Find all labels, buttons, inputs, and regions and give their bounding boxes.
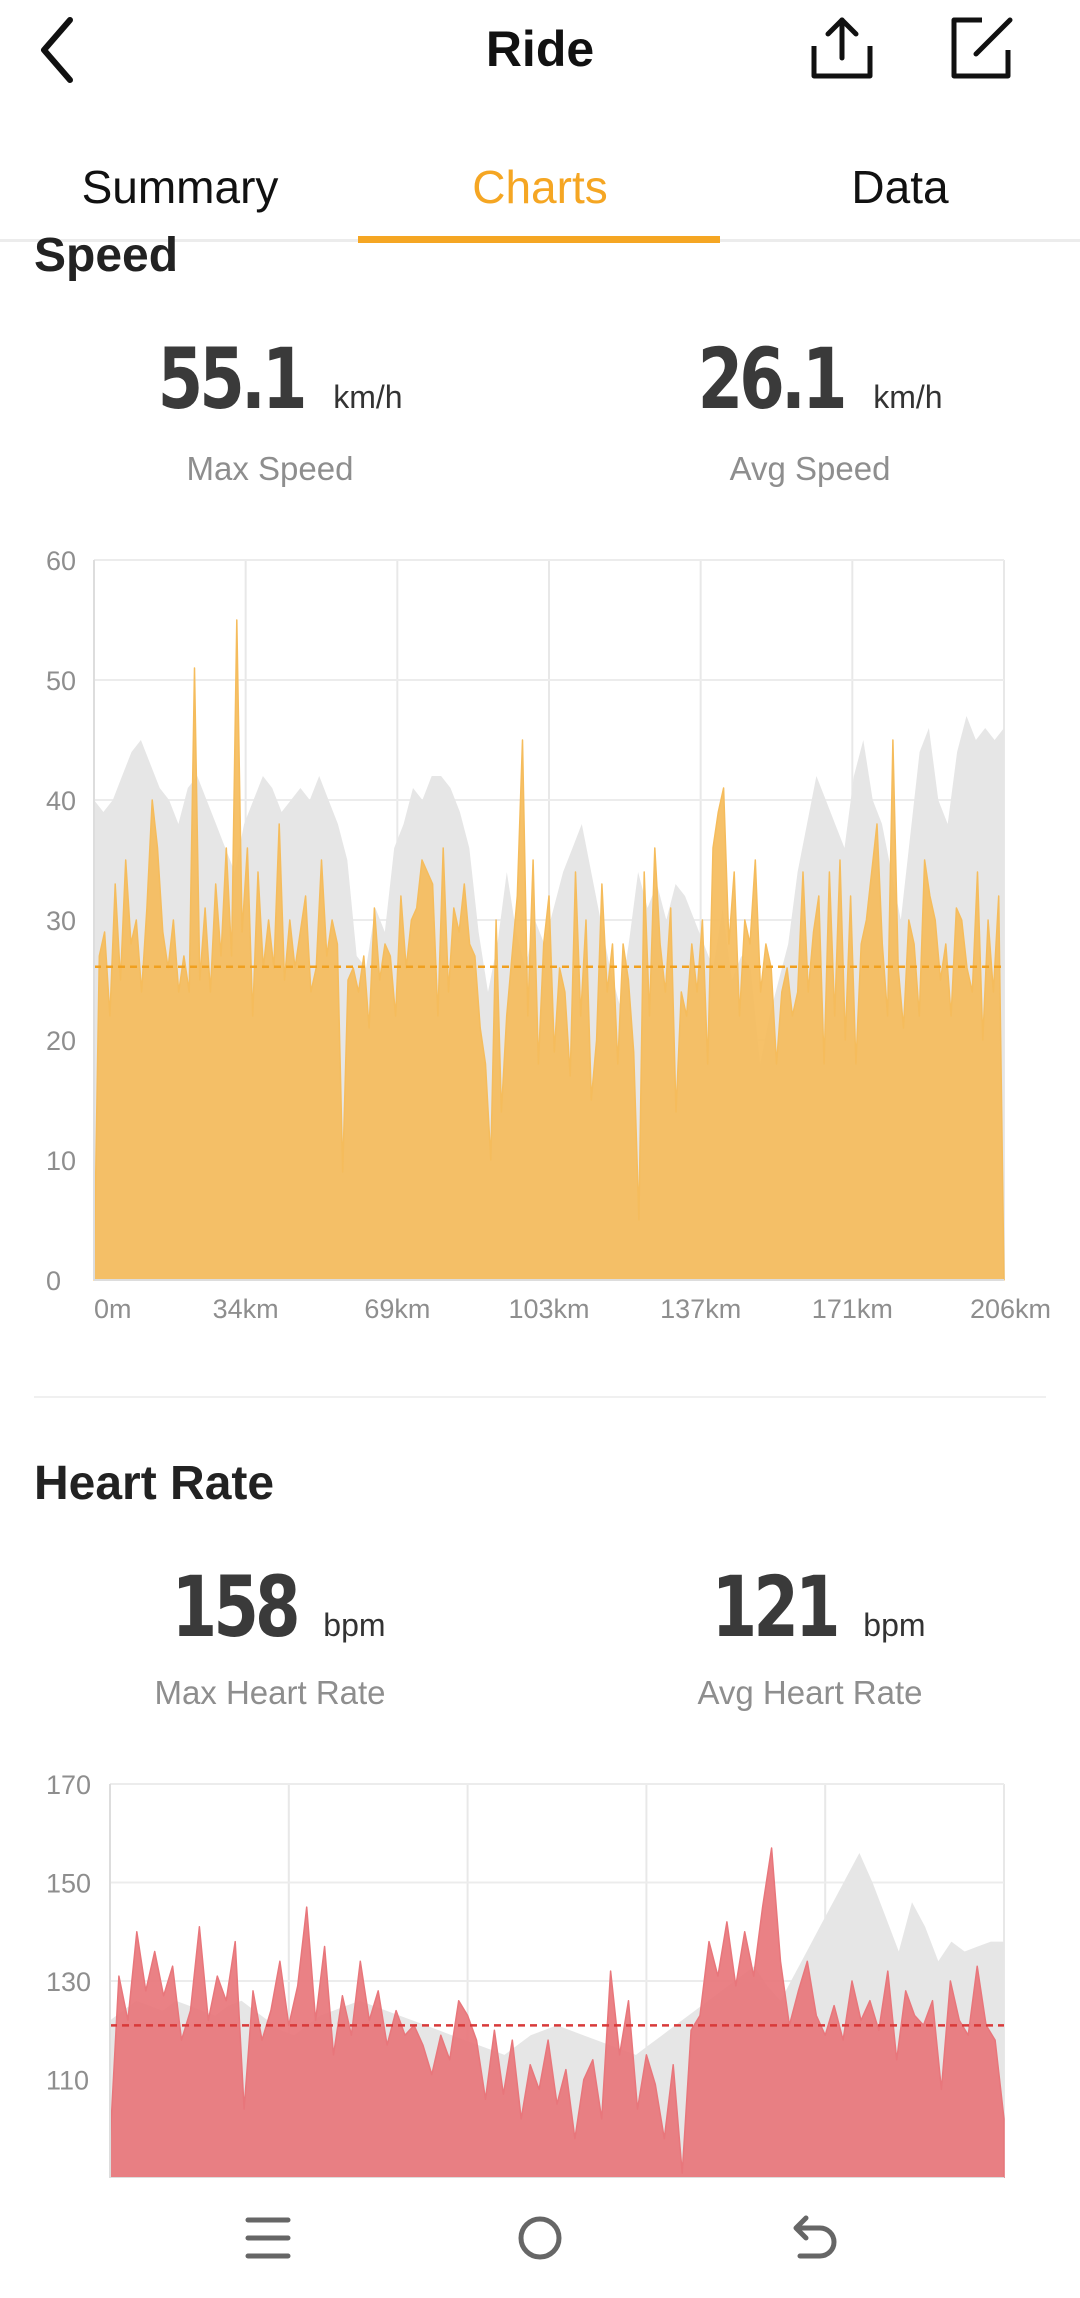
top-bar: Ride xyxy=(0,0,1080,100)
tab-data[interactable]: Data xyxy=(851,161,949,213)
max-speed-label: Max Speed xyxy=(186,450,354,487)
avg-heart-rate-value: 121 xyxy=(712,1558,841,1656)
tab-summary[interactable]: Summary xyxy=(81,161,279,213)
speed-y-tick-label: 0 xyxy=(46,1266,61,1296)
return-icon xyxy=(793,2215,837,2259)
max-heart-rate-label: Max Heart Rate xyxy=(154,1674,386,1711)
speed-section-title: Speed xyxy=(34,229,179,282)
home-circle-icon xyxy=(518,2216,562,2260)
tab-charts[interactable]: Charts xyxy=(472,161,608,213)
max-speed-unit: km/h xyxy=(333,379,403,415)
heart-rate-y-tick-label: 130 xyxy=(46,1967,91,1997)
max-speed-stat: 55.1 km/h xyxy=(0,330,540,428)
avg-heart-rate-unit: bpm xyxy=(863,1607,926,1643)
return-button[interactable] xyxy=(780,2206,844,2270)
tab-bar: Summary Charts Data xyxy=(0,140,1080,243)
max-heart-rate-unit: bpm xyxy=(323,1607,386,1643)
speed-x-tick-label: 103km xyxy=(508,1294,589,1324)
speed-y-tick-label: 20 xyxy=(46,1026,76,1056)
speed-x-tick-label: 0m xyxy=(94,1294,132,1324)
page-title: Ride xyxy=(485,21,595,77)
heart-rate-y-tick-label: 110 xyxy=(46,2066,89,2096)
menu-icon xyxy=(245,2217,291,2259)
speed-x-tick-label: 69km xyxy=(364,1294,430,1324)
speed-y-tick-label: 10 xyxy=(46,1146,76,1176)
avg-speed-value: 26.1 xyxy=(698,330,848,428)
speed-x-tick-label: 206km xyxy=(970,1294,1051,1324)
share-button[interactable] xyxy=(806,12,878,84)
max-heart-rate-stat: 158 bpm xyxy=(0,1558,540,1656)
avg-heart-rate-label: Avg Heart Rate xyxy=(697,1674,923,1711)
heart-rate-y-tick-label: 150 xyxy=(46,1869,91,1899)
chevron-left-icon xyxy=(41,17,73,83)
share-icon xyxy=(811,17,873,79)
speed-x-tick-label: 137km xyxy=(660,1294,741,1324)
avg-heart-rate-stat: 121 bpm xyxy=(540,1558,1080,1656)
heart-rate-y-tick-label: 170 xyxy=(46,1770,91,1800)
back-button[interactable] xyxy=(30,10,90,90)
avg-speed-unit: km/h xyxy=(873,379,943,415)
max-speed-value: 55.1 xyxy=(158,330,308,428)
heart-rate-series-area xyxy=(109,1847,1005,2179)
speed-x-tick-label: 171km xyxy=(812,1294,893,1324)
section-divider xyxy=(34,1396,1046,1398)
avg-speed-stat: 26.1 km/h xyxy=(540,330,1080,428)
speed-y-tick-label: 30 xyxy=(46,906,76,936)
heart-rate-chart: 110 130 150 170 xyxy=(46,1770,1005,2179)
speed-x-tick-label: 34km xyxy=(213,1294,279,1324)
active-tab-indicator xyxy=(358,236,720,243)
speed-y-tick-label: 50 xyxy=(46,666,76,696)
menu-button[interactable] xyxy=(236,2206,300,2270)
edit-icon xyxy=(951,17,1013,79)
edit-button[interactable] xyxy=(946,12,1018,84)
system-nav-bar xyxy=(0,2178,1080,2298)
speed-y-tick-label: 60 xyxy=(46,546,76,576)
speed-series-area xyxy=(93,619,1005,1281)
max-heart-rate-value: 158 xyxy=(172,1558,301,1656)
home-button[interactable] xyxy=(508,2206,572,2270)
avg-speed-label: Avg Speed xyxy=(729,450,891,487)
speed-chart: 0 10 20 30 40 50 60 0m 34km 69km 103km 137km 171km 20… xyxy=(46,546,1051,1324)
heart-rate-section-title: Heart Rate xyxy=(34,1457,275,1510)
speed-y-tick-label: 40 xyxy=(46,786,76,816)
